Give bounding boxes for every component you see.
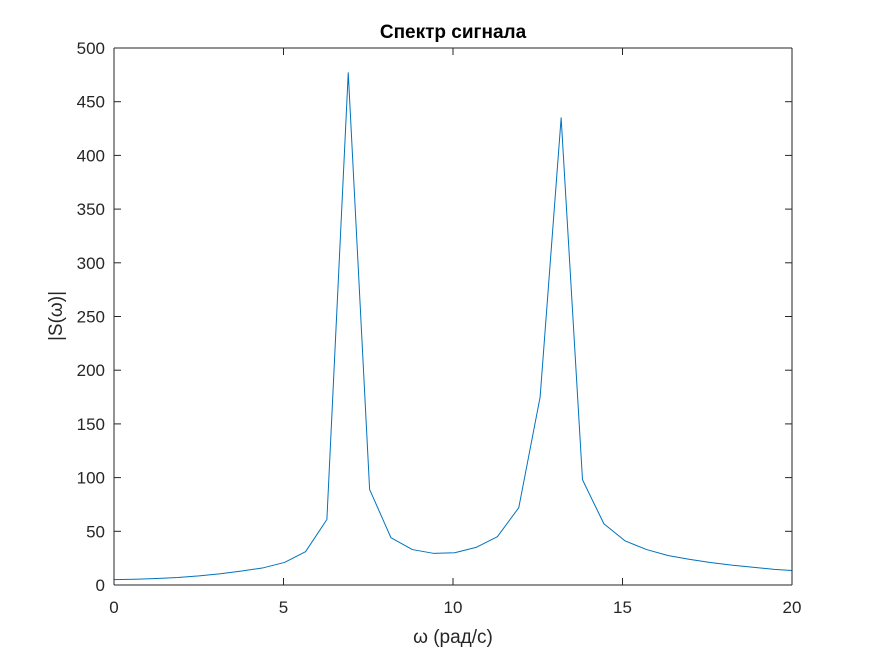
x-tick-label: 5 (279, 598, 288, 617)
y-axis-label: |S(ω)| (46, 291, 67, 341)
x-axis-label: ω (рад/с) (413, 627, 493, 648)
y-tick-label: 200 (77, 361, 105, 380)
y-tick-label: 250 (77, 308, 105, 327)
y-tick-label: 150 (77, 415, 105, 434)
y-tick-label: 0 (96, 576, 105, 595)
plot-area (114, 48, 792, 585)
series-layer (113, 72, 793, 581)
series-line-0 (113, 72, 793, 581)
y-tick-label: 100 (77, 469, 105, 488)
y-tick-label: 50 (86, 522, 105, 541)
y-tick-label: 400 (77, 146, 105, 165)
x-tick-label: 20 (783, 598, 802, 617)
y-tick-label: 500 (77, 39, 105, 58)
y-tick-label: 350 (77, 200, 105, 219)
x-tick-label: 0 (109, 598, 118, 617)
x-tick-label: 15 (613, 598, 632, 617)
chart-title: Спектр сигнала (380, 22, 527, 43)
y-tick-label: 450 (77, 93, 105, 112)
x-tick-label: 10 (444, 598, 463, 617)
y-tick-label: 300 (77, 254, 105, 273)
